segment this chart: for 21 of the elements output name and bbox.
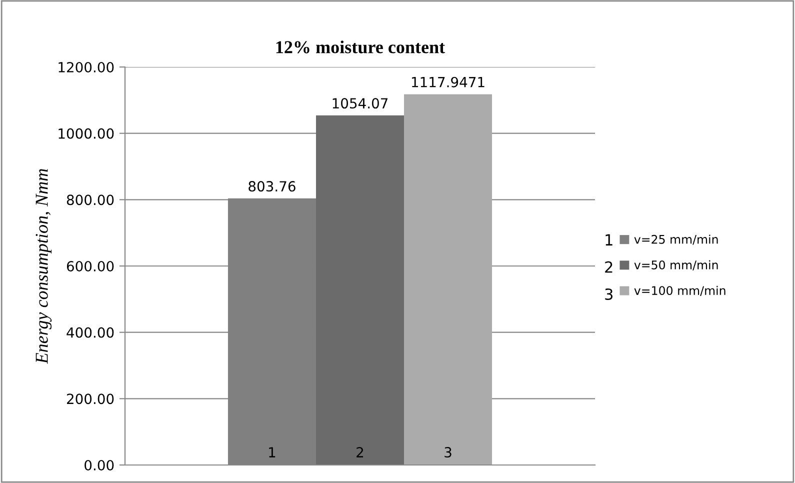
x-tick-label: 2 [356, 447, 364, 458]
data-label: 803.76 [248, 181, 296, 192]
legend-label: v=50 mm/min [634, 260, 718, 270]
y-tick-label: 800.00 [66, 194, 114, 206]
text: 2 [605, 261, 612, 273]
x-tick-label: 3 [444, 447, 452, 458]
data-label: 1054.07 [332, 98, 388, 109]
x-tick-label: 1 [269, 447, 276, 458]
chart-title: 12% moisture content [276, 40, 446, 54]
legend-label: v=25 mm/min [634, 234, 718, 245]
data-label: 1117.9471 [412, 76, 484, 88]
legend-label: v=100 mm/min [634, 286, 726, 296]
y-tick-label: 1000.00 [58, 128, 114, 139]
y-tick-label: 200.00 [67, 394, 114, 404]
y-tick-label: 400.00 [66, 327, 114, 338]
y-tick-label: 600.00 [66, 260, 114, 272]
y-axis-title: Energy consumption, Nmm [36, 169, 52, 364]
y-tick-label: 1200.00 [58, 62, 114, 72]
text: 3 [605, 288, 612, 300]
y-tick-label: 0.00 [84, 460, 114, 470]
text: 1 [606, 234, 612, 246]
